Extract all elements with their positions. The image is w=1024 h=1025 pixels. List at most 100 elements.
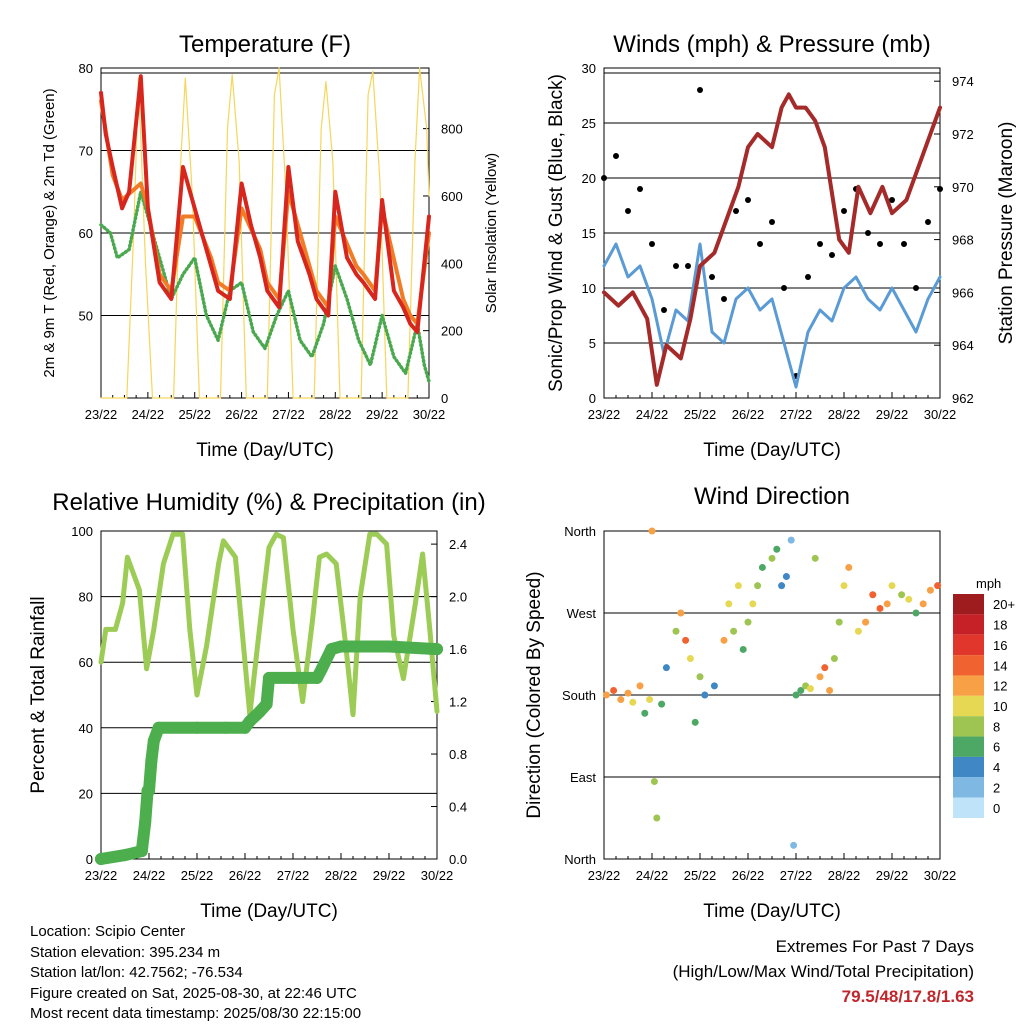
direction-point: [758, 563, 766, 571]
y2-tick-label: 962: [952, 391, 974, 406]
colorbar-swatch: [953, 695, 984, 717]
x-axis-label: Time (Day/UTC): [703, 901, 841, 922]
y-tick-label: 70: [79, 144, 93, 159]
series-2m-temperature: [99, 74, 431, 334]
y2-tick-label: 600: [441, 189, 463, 204]
direction-point: [641, 709, 649, 717]
plot-title: Temperature (F): [179, 31, 351, 58]
y-tick-label: 80: [79, 61, 93, 76]
direction-point: [806, 685, 814, 693]
gust-point: [613, 153, 619, 159]
direction-point: [883, 600, 891, 608]
direction-point: [768, 554, 776, 562]
y2-tick-label: 1.6: [449, 642, 467, 657]
colorbar-label: 10: [993, 699, 1007, 714]
x-tick-label: 29/22: [373, 868, 406, 883]
plot-title: Winds (mph) & Pressure (mb): [613, 31, 930, 58]
y-tick-label: 60: [79, 226, 93, 241]
direction-point: [790, 841, 798, 849]
y-tick-label: 0: [86, 852, 93, 867]
gust-point: [913, 285, 919, 291]
y-axis-label: Direction (Colored By Speed): [524, 571, 545, 818]
x-tick-label: 28/22: [828, 868, 861, 883]
colorbar-swatch: [953, 736, 984, 757]
series-wind-speed: [602, 242, 942, 389]
x-tick-label: 23/22: [85, 868, 118, 883]
series-total-rainfall: [95, 640, 443, 865]
gust-point: [649, 241, 655, 247]
y-tick-label: 25: [582, 116, 596, 131]
gust-point: [697, 87, 703, 93]
gust-point: [877, 241, 883, 247]
colorbar-swatch: [953, 614, 984, 635]
direction-point: [821, 664, 829, 672]
y-tick-label: 10: [582, 281, 596, 296]
x-tick-label: 30/22: [924, 868, 957, 883]
direction-point: [811, 554, 819, 562]
y-tick-label: North: [564, 852, 596, 867]
direction-point: [749, 600, 757, 608]
y2-tick-label: 0.8: [449, 747, 467, 762]
x-tick-label: 24/22: [636, 407, 669, 422]
plot-panel-1: [603, 67, 941, 399]
gust-point: [673, 263, 679, 269]
direction-point: [816, 673, 824, 681]
colorbar-label: 0: [993, 801, 1000, 816]
x-axis-label: Time (Day/UTC): [703, 440, 841, 461]
direction-point: [926, 586, 934, 594]
colorbar-swatch: [953, 655, 984, 676]
gust-point: [925, 219, 931, 225]
y2-tick-label: 970: [952, 180, 974, 195]
colorbar-label: 12: [993, 679, 1007, 694]
gust-point: [805, 274, 811, 280]
gust-point: [733, 208, 739, 214]
y-tick-label: 40: [79, 721, 93, 736]
y2-axis-label: Solar Insolation (Yellow): [483, 153, 500, 313]
y2-tick-label: 0: [441, 391, 448, 406]
gust-point: [745, 197, 751, 203]
plot-title: Relative Humidity (%) & Precipitation (i…: [52, 489, 485, 516]
direction-point: [876, 604, 884, 612]
colorbar-label: 8: [993, 719, 1000, 734]
direction-point: [672, 627, 680, 635]
x-tick-label: 26/22: [732, 407, 765, 422]
y2-tick-label: 2.0: [449, 590, 467, 605]
plot-title: Wind Direction: [694, 483, 850, 510]
x-tick-label: 29/22: [366, 407, 399, 422]
y-tick-label: West: [567, 606, 597, 621]
direction-point: [773, 545, 781, 553]
direction-point: [754, 582, 762, 590]
y2-tick-label: 0.4: [449, 800, 467, 815]
colorbar-label: 20+: [993, 597, 1015, 612]
plot-panel-3: [603, 530, 941, 860]
direction-point: [682, 636, 690, 644]
colorbar-swatch: [953, 777, 984, 798]
direction-point: [934, 582, 942, 590]
y2-tick-label: 974: [952, 74, 974, 89]
direction-point: [905, 595, 913, 603]
colorbar-label: 4: [993, 760, 1000, 775]
x-tick-label: 30/22: [413, 407, 446, 422]
x-tick-label: 27/22: [780, 868, 813, 883]
direction-point: [744, 618, 752, 626]
y2-tick-label: 0.0: [449, 852, 467, 867]
direction-point: [624, 689, 632, 697]
direction-point: [725, 600, 733, 608]
colorbar-swatch: [953, 756, 984, 778]
colorbar-label: 18: [993, 618, 1007, 633]
y-tick-label: 5: [589, 336, 596, 351]
station-location: Location: Scipio Center: [30, 923, 186, 940]
y2-tick-label: 2.4: [449, 537, 467, 552]
y-axis-label: Percent & Total Rainfall: [28, 596, 49, 793]
x-tick-label: 29/22: [876, 868, 909, 883]
direction-point: [701, 691, 709, 699]
direction-point: [691, 718, 699, 726]
direction-point: [830, 655, 838, 663]
y2-tick-label: 964: [952, 338, 974, 353]
y2-tick-label: 972: [952, 127, 974, 142]
direction-point: [869, 591, 877, 599]
x-tick-label: 29/22: [876, 407, 909, 422]
gust-point: [661, 307, 667, 313]
extremes-title: Extremes For Past 7 Days: [775, 937, 974, 956]
x-tick-label: 26/22: [225, 407, 258, 422]
